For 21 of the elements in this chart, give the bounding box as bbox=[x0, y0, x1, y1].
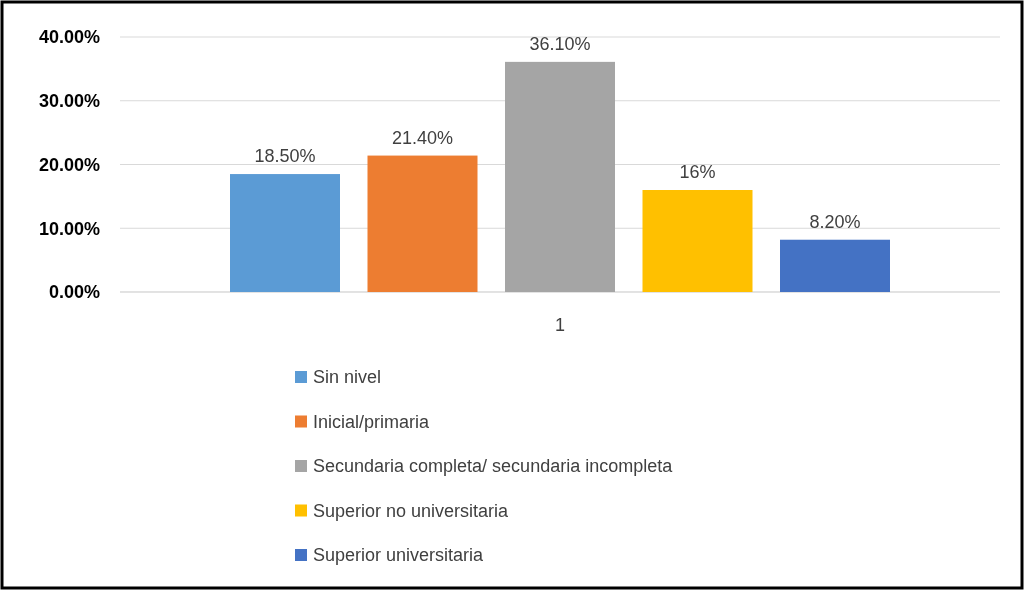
legend-label: Superior universitaria bbox=[313, 545, 485, 566]
bar bbox=[230, 174, 340, 292]
y-tick-label: 40.00% bbox=[38, 27, 100, 48]
data-label: 21.40% bbox=[391, 127, 454, 148]
bar bbox=[367, 155, 478, 292]
y-tick-label: 20.00% bbox=[38, 154, 100, 175]
bar bbox=[505, 61, 615, 292]
data-label: 16% bbox=[679, 162, 716, 182]
data-label: 8.20% bbox=[809, 211, 861, 232]
y-tick-label: 0.00% bbox=[48, 282, 100, 303]
legend-label: Sin nivel bbox=[313, 367, 382, 388]
legend-label: Secundaria completa/ secundaria incompleta bbox=[313, 456, 674, 477]
data-label: 36.10% bbox=[529, 33, 591, 54]
data-label: 18.50% bbox=[254, 146, 316, 167]
y-tick-label: 10.00% bbox=[38, 218, 100, 239]
y-tick-label: 30.00% bbox=[38, 91, 100, 112]
legend-label: Inicial/primaria bbox=[313, 411, 431, 432]
legend-label: Superior no universitaria bbox=[313, 500, 510, 521]
x-tick-label: 1 bbox=[554, 315, 566, 336]
bar bbox=[780, 239, 890, 292]
bar bbox=[642, 190, 753, 292]
